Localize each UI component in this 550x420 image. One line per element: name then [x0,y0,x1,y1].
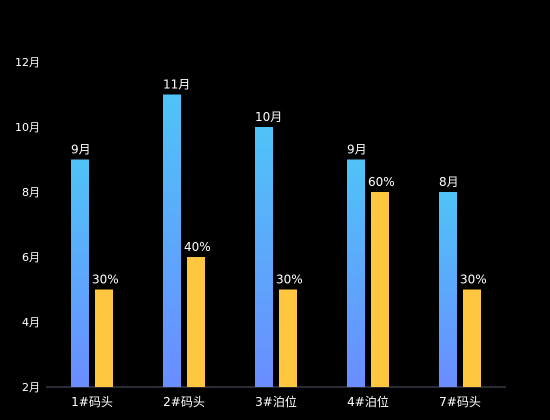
x-axis: 1#码头 2#码头 3#泊位 4#泊位 7#码头 [46,386,506,409]
y-tick-label: 8月 [22,186,40,199]
bar-series-1 [71,159,89,387]
x-tick-label: 2#码头 [163,395,205,409]
bar-series-2 [95,289,113,387]
y-tick-label: 4月 [22,316,40,329]
y-tick-label: 2月 [22,381,40,394]
data-labels: 9月 30% 11月 40% 10月 30% 9月 60% 8月 30% [71,78,487,287]
data-label-series-2: 40% [184,240,211,254]
bars [71,94,481,387]
x-tick-label: 3#泊位 [255,394,297,409]
y-tick-label: 10月 [15,121,40,134]
data-label-series-1: 9月 [347,143,367,157]
bar-series-1 [347,159,365,387]
y-tick-label: 12月 [15,56,40,69]
bar-series-2 [187,257,205,387]
data-label-series-1: 10月 [255,110,282,124]
bar-series-2 [463,289,481,387]
y-axis: 2月 4月 6月 8月 10月 12月 [15,56,40,394]
x-tick-label: 7#码头 [439,395,481,409]
bar-series-1 [439,192,457,387]
data-label-series-2: 30% [276,273,303,287]
data-label-series-2: 30% [92,273,119,287]
x-tick-label: 4#泊位 [347,394,389,409]
data-label-series-1: 8月 [439,175,459,189]
bar-series-2 [279,289,297,387]
data-label-series-2: 60% [368,175,395,189]
data-label-series-2: 30% [460,273,487,287]
bar-series-1 [255,127,273,387]
data-label-series-1: 11月 [163,78,190,92]
y-tick-label: 6月 [22,251,40,264]
x-tick-label: 1#码头 [71,395,113,409]
bar-series-2 [371,192,389,387]
data-label-series-1: 9月 [71,143,91,157]
bar-series-1 [163,94,181,387]
